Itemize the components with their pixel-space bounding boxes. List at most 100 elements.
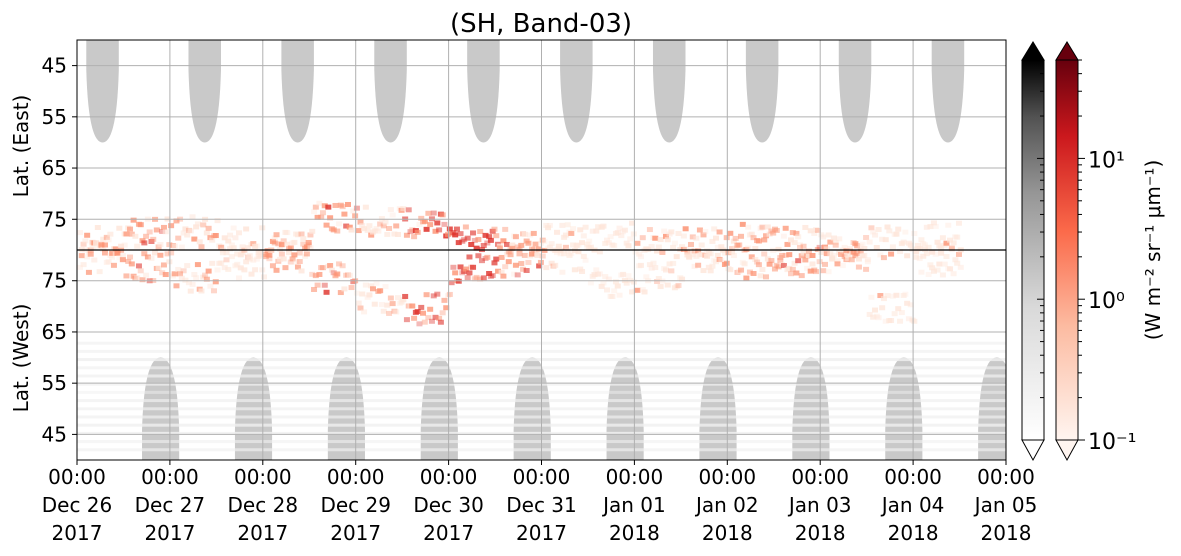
- aurora-cell-east: [380, 223, 387, 229]
- aurora-cell-west: [955, 251, 962, 257]
- aurora-cell-east: [107, 231, 114, 237]
- aurora-cell-east: [178, 244, 185, 250]
- aurora-cell-east: [457, 231, 464, 237]
- aurora-cell-east: [832, 239, 839, 245]
- aurora-cell-west: [261, 274, 268, 280]
- aurora-cell-east: [386, 225, 393, 231]
- aurora-cell-east: [175, 235, 182, 241]
- aurora-cell-east: [171, 243, 178, 249]
- aurora-cell-west: [838, 252, 845, 258]
- aurora-cell-east: [882, 237, 889, 243]
- aurora-cell-east: [470, 230, 477, 236]
- aurora-cell-east: [246, 253, 253, 259]
- aurora-cell-east: [709, 238, 716, 244]
- aurora-cell-east: [732, 235, 739, 241]
- aurora-cell-east: [589, 228, 596, 234]
- aurora-cell-east: [570, 226, 577, 232]
- aurora-cell-west: [730, 253, 737, 259]
- aurora-cell-west: [900, 293, 907, 299]
- aurora-cell-east: [461, 237, 468, 243]
- x-tick-time: 00:00: [606, 465, 664, 489]
- aurora-cell-west: [804, 265, 811, 271]
- aurora-cell-west: [386, 310, 393, 316]
- aurora-cell-east: [436, 227, 443, 233]
- aurora-cell-west: [280, 256, 287, 262]
- aurora-cell-west: [194, 262, 201, 268]
- aurora-cell-east: [234, 251, 241, 257]
- aurora-cell-east: [537, 240, 544, 246]
- aurora-cell-east: [203, 230, 210, 236]
- aurora-cell-west: [775, 264, 782, 270]
- aurora-cell-west: [300, 241, 307, 247]
- aurora-cell-east: [421, 218, 428, 224]
- aurora-cell-east: [189, 214, 196, 220]
- aurora-cell-west: [939, 272, 946, 278]
- aurora-cell-west: [888, 318, 895, 324]
- aurora-cell-west: [414, 309, 421, 315]
- aurora-cell-west: [918, 269, 925, 275]
- aurora-cell-east: [403, 232, 410, 238]
- aurora-cell-east: [779, 252, 786, 258]
- aurora-cell-west: [943, 254, 950, 260]
- aurora-cell-east: [707, 251, 714, 257]
- aurora-cell-east: [141, 240, 148, 246]
- aurora-cell-east: [634, 240, 641, 246]
- aurora-cell-west: [166, 259, 173, 265]
- aurora-cell-west: [580, 253, 587, 259]
- aurora-cell-east: [150, 236, 157, 242]
- aurora-cell-east: [273, 232, 280, 238]
- aurora-cell-west: [559, 269, 566, 275]
- aurora-cell-east: [100, 236, 107, 242]
- x-tick-time: 00:00: [48, 465, 106, 489]
- aurora-cell-west: [377, 288, 384, 294]
- aurora-cell-east: [439, 212, 446, 218]
- aurora-cell-west: [643, 274, 650, 280]
- aurora-cell-east: [462, 224, 469, 230]
- aurora-cell-east: [352, 213, 359, 219]
- aurora-cell-west: [791, 260, 798, 266]
- aurora-cell-east: [668, 229, 675, 235]
- aurora-cell-west: [321, 282, 328, 288]
- aurora-cell-east: [595, 224, 602, 230]
- aurora-cell-west: [480, 275, 487, 281]
- colorbar-greys-body: [1021, 59, 1045, 441]
- aurora-cell-east: [897, 249, 904, 255]
- aurora-cell-east: [305, 239, 312, 245]
- aurora-cell-west: [755, 262, 762, 268]
- aurora-cell-east: [507, 252, 514, 258]
- aurora-cell-east: [662, 233, 669, 239]
- aurora-cell-west: [298, 268, 305, 274]
- aurora-cell-east: [764, 224, 771, 230]
- aurora-cell-east: [614, 230, 621, 236]
- aurora-cell-west: [291, 252, 298, 258]
- aurora-cell-west: [562, 244, 569, 250]
- aurora-cell-west: [584, 241, 591, 247]
- x-tick-date: Jan 01: [601, 493, 666, 517]
- aurora-cell-west: [666, 261, 673, 267]
- x-tick-time: 00:00: [698, 465, 756, 489]
- aurora-cell-east: [134, 243, 141, 249]
- aurora-cell-west: [271, 240, 278, 246]
- aurora-cell-west: [368, 283, 375, 289]
- aurora-cell-west: [112, 246, 119, 252]
- aurora-cell-west: [139, 277, 146, 283]
- aurora-cell-west: [434, 291, 441, 297]
- aurora-cell-east: [282, 229, 289, 235]
- aurora-cell-east: [652, 235, 659, 241]
- aurora-cell-east: [727, 230, 734, 236]
- aurora-cell-west: [448, 280, 455, 286]
- aurora-cell-east: [468, 241, 475, 247]
- aurora-cell-east: [334, 228, 341, 234]
- aurora-cell-west: [714, 252, 721, 258]
- aurora-cell-east: [675, 230, 682, 236]
- aurora-cell-west: [582, 257, 589, 263]
- aurora-cell-west: [423, 292, 430, 298]
- aurora-cell-west: [330, 270, 337, 276]
- aurora-cell-east: [795, 234, 802, 240]
- aurora-cell-west: [668, 268, 675, 274]
- aurora-cell-east: [225, 238, 232, 244]
- aurora-cell-east: [109, 254, 116, 260]
- aurora-cell-west: [323, 289, 330, 295]
- aurora-cell-west: [620, 271, 627, 277]
- aurora-cell-east: [836, 236, 843, 242]
